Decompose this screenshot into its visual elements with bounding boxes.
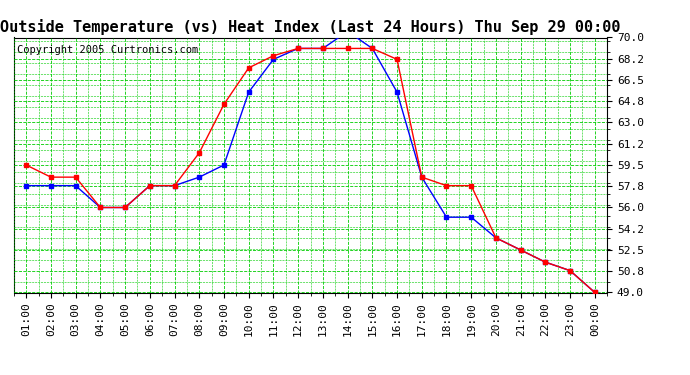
Title: Outside Temperature (vs) Heat Index (Last 24 Hours) Thu Sep 29 00:00: Outside Temperature (vs) Heat Index (Las… (0, 19, 621, 35)
Text: Copyright 2005 Curtronics.com: Copyright 2005 Curtronics.com (17, 45, 198, 55)
